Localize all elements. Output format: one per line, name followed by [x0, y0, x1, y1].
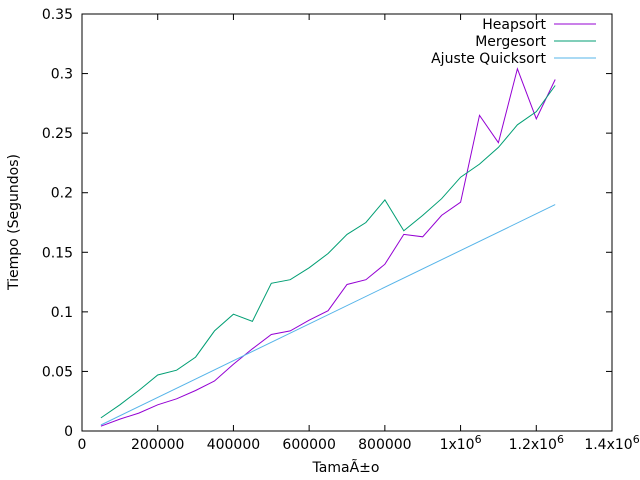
- y-tick-label: 0.15: [42, 245, 73, 261]
- legend-label: Heapsort: [482, 17, 546, 33]
- plot-axes: [81, 13, 613, 432]
- x-tick-label-exponent: 6: [475, 433, 482, 446]
- legend-label: Mergesort: [475, 34, 546, 50]
- y-tick-label: 0.35: [42, 7, 73, 23]
- y-tick-label: 0.3: [51, 67, 73, 83]
- y-tick-label: 0.1: [51, 305, 73, 321]
- x-axis-label: TamaÃ±o: [312, 459, 380, 476]
- y-tick-label: 0.2: [51, 186, 73, 202]
- plot-frame: [81, 13, 613, 432]
- x-tick-label-exponent: 6: [633, 433, 640, 446]
- x-tick-label-base: 400000: [207, 437, 260, 453]
- x-tick-label: 800000: [358, 437, 411, 453]
- series-line-heapsort: [100, 67, 556, 427]
- legend-label: Ajuste Quicksort: [431, 51, 546, 67]
- x-tick-label-base: 1x10: [440, 437, 475, 453]
- y-tick-label: 0.25: [42, 126, 73, 142]
- x-tick-label: 1.2x106: [509, 433, 564, 453]
- x-tick-label-base: 1.2x10: [509, 437, 557, 453]
- series-line-ajuste-quicksort: [100, 204, 556, 426]
- x-tick-label: 1.4x106: [584, 433, 639, 453]
- x-tick-label-exponent: 6: [557, 433, 564, 446]
- x-tick-label: 600000: [282, 437, 335, 453]
- series-line-mergesort: [100, 85, 556, 419]
- x-tick-label-base: 0: [78, 437, 87, 453]
- tick-marks: 0 0.05 0.1 0.15 0.2 0.25 0.3 0.35 0 200000 400000 6…: [42, 7, 640, 453]
- x-tick-label-base: 600000: [282, 437, 335, 453]
- x-tick-label: 200000: [131, 437, 184, 453]
- y-axis-label: Tiempo (Segundos): [6, 154, 22, 291]
- x-tick-label: 1x106: [440, 433, 482, 453]
- y-tick-label: 0.05: [42, 364, 73, 380]
- series-lines: [100, 67, 556, 427]
- x-tick-label-base: 1.4x10: [584, 437, 632, 453]
- y-tick-label: 0: [64, 424, 73, 440]
- x-tick-label-base: 800000: [358, 437, 411, 453]
- x-tick-label: 400000: [207, 437, 260, 453]
- x-tick-label: 0: [78, 437, 87, 453]
- x-tick-label-base: 200000: [131, 437, 184, 453]
